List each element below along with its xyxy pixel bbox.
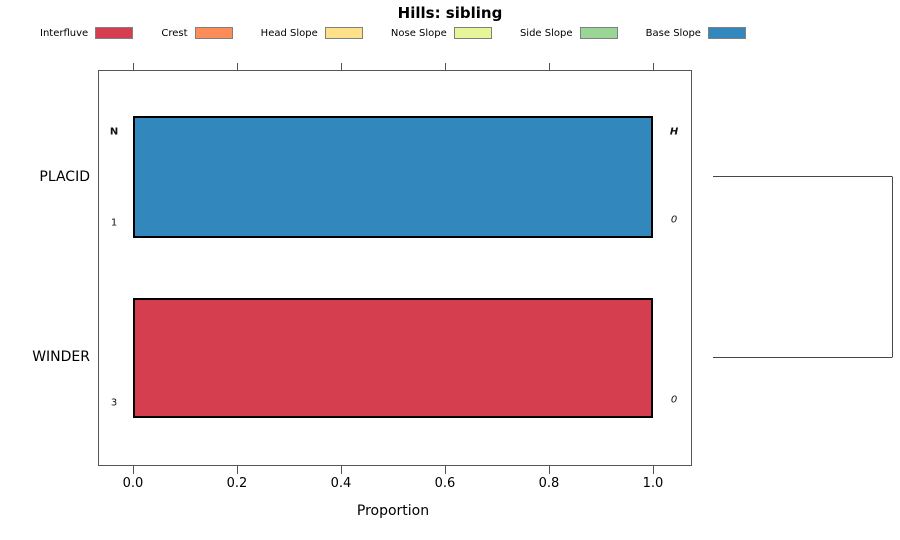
x-axis-tick-bottom — [653, 466, 654, 474]
x-axis-tick-top — [445, 63, 446, 71]
y-category-label-winder: WINDER — [32, 349, 90, 365]
legend-label: Interfluve — [40, 27, 89, 39]
legend-label: Base Slope — [645, 27, 701, 39]
legend-item: Nose Slope — [391, 27, 492, 39]
legend-swatch — [707, 27, 746, 39]
legend-swatch — [95, 27, 134, 39]
legend-label: Nose Slope — [390, 27, 447, 39]
x-axis-tick-top — [549, 63, 550, 71]
legend-swatch — [194, 27, 233, 39]
y-category-label-placid: PLACID — [39, 169, 90, 185]
chart-title: Hills: sibling — [397, 4, 503, 22]
legend-item: Head Slope — [261, 27, 363, 39]
x-axis-tick-label: 0.6 — [434, 476, 456, 491]
legend-item: Interfluve — [40, 27, 134, 39]
x-axis-tick-label: 0.0 — [122, 476, 144, 491]
annotation-h-placid: 0 — [670, 214, 678, 226]
legend-swatch — [579, 27, 618, 39]
x-axis-tick-bottom — [237, 466, 238, 474]
x-axis-tick-top — [237, 63, 238, 71]
legend-item: Base Slope — [646, 27, 746, 39]
legend-item: Side Slope — [520, 27, 618, 39]
x-axis-tick-top — [341, 63, 342, 71]
legend-label: Head Slope — [260, 27, 318, 39]
x-axis-tick-label: 1.0 — [642, 476, 664, 491]
x-axis-tick-bottom — [549, 466, 550, 474]
x-axis-tick-label: 0.8 — [538, 476, 560, 491]
legend-swatch — [324, 27, 363, 39]
x-axis-tick-bottom — [133, 466, 134, 474]
x-axis-tick-bottom — [341, 466, 342, 474]
legend-label: Side Slope — [519, 27, 573, 39]
annotation-n-winder: 3 — [110, 397, 118, 409]
legend: Interfluve Crest Head Slope Nose Slope Side … — [40, 25, 746, 41]
x-axis-title: Proportion — [356, 503, 430, 519]
legend-item: Crest — [161, 27, 233, 39]
x-axis-tick-top — [653, 63, 654, 71]
annotation-n-header: N — [109, 126, 119, 138]
legend-swatch — [453, 27, 492, 39]
x-axis-tick-label: 0.4 — [330, 476, 352, 491]
bar-winder-interfluve — [133, 298, 653, 418]
x-axis-tick-bottom — [445, 466, 446, 474]
x-axis-tick-top — [133, 63, 134, 71]
bar-placid-base-slope — [133, 116, 653, 238]
annotation-h-winder: 0 — [670, 394, 678, 406]
legend-label: Crest — [161, 27, 188, 39]
annotation-h-header: H — [669, 126, 679, 138]
annotation-n-placid: 1 — [110, 217, 118, 229]
x-axis-tick-label: 0.2 — [226, 476, 248, 491]
